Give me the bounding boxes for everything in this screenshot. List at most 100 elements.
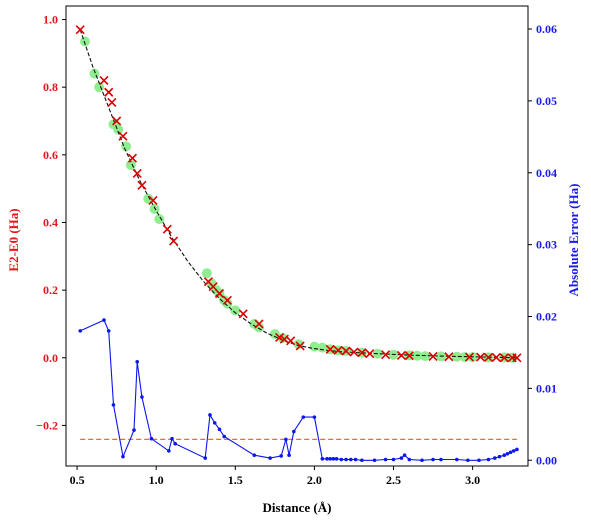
absolute-error-point (325, 457, 329, 461)
x-tick-label: 2.5 (386, 473, 401, 487)
x-axis-title: Distance (Å) (263, 500, 332, 515)
absolute-error-point (252, 453, 257, 458)
absolute-error-point (455, 457, 459, 462)
absolute-error-point (212, 421, 217, 425)
absolute-error-point (331, 457, 336, 461)
absolute-error-point (431, 457, 435, 462)
absolute-error-point (391, 457, 396, 462)
green-marker (269, 329, 280, 340)
green-marker (201, 268, 212, 279)
absolute-error-point (222, 434, 227, 439)
red-x-marker (75, 25, 85, 35)
green-marker (143, 193, 154, 204)
green-marker (121, 141, 132, 152)
y-right-tick-label: 0.05 (536, 94, 557, 108)
absolute-error-point (407, 457, 412, 462)
absolute-error-point (78, 329, 83, 333)
red-x-marker (286, 336, 296, 346)
green-marker (154, 214, 165, 225)
absolute-error-point (284, 437, 288, 442)
absolute-error-point (111, 403, 116, 407)
green-marker (79, 36, 90, 47)
x-tick-label: 0.5 (70, 473, 85, 487)
red-x-marker (428, 351, 438, 361)
absolute-error-point (505, 451, 510, 456)
absolute-error-point (466, 458, 470, 463)
absolute-error-point (121, 454, 125, 459)
y-right-tick-label: 0.01 (536, 381, 557, 395)
absolute-error-point (360, 458, 364, 463)
red-x-marker (381, 350, 391, 360)
red-x-marker (464, 352, 475, 362)
red-x-marker (99, 75, 109, 85)
y-right-tick-label: 0.02 (536, 310, 557, 324)
green-marker (317, 342, 328, 353)
absolute-error-point (140, 395, 144, 399)
absolute-error-point (420, 458, 424, 463)
red-x-marker (341, 346, 351, 356)
red-x-marker (491, 352, 501, 362)
y-left-tick-label: 0.0 (43, 351, 58, 365)
y-left-tick-label: 0.2 (43, 283, 58, 297)
x-tick-label: 1.0 (149, 473, 164, 487)
red-x-marker (396, 350, 406, 360)
green-marker (230, 305, 241, 316)
absolute-error-point (102, 318, 106, 322)
absolute-error-point (439, 457, 443, 462)
red-x-marker (137, 180, 147, 190)
red-x-marker (357, 348, 367, 358)
y-right-tick-label: 0.03 (536, 238, 557, 252)
y-right-tick-label: 0.06 (536, 22, 557, 36)
red-x-marker (107, 97, 117, 107)
absolute-error-point (502, 453, 507, 458)
absolute-error-point (348, 457, 353, 462)
red-x-marker (444, 352, 454, 362)
absolute-error-point (287, 453, 291, 458)
absolute-error-point (292, 429, 296, 434)
red-x-marker (279, 334, 289, 344)
absolute-error-point (173, 441, 177, 446)
y-left-tick-label: 0.8 (43, 80, 58, 94)
red-x-marker (112, 116, 122, 126)
absolute-error-point (353, 457, 358, 462)
absolute-error-point (515, 447, 519, 452)
red-x-marker (325, 344, 335, 354)
y-right-tick-label: 0.04 (536, 166, 557, 180)
absolute-error-point (312, 415, 317, 419)
absolute-error-point (344, 457, 348, 462)
absolute-error-point (106, 329, 111, 333)
absolute-error-point (208, 413, 212, 417)
absolute-error-point (135, 359, 139, 364)
x-tick-label: 2.0 (307, 473, 322, 487)
absolute-error-point (301, 415, 306, 419)
absolute-error-point (328, 457, 333, 461)
red-x-marker (365, 349, 375, 359)
absolute-error-point (149, 436, 154, 441)
absolute-error-point (508, 450, 513, 455)
absolute-error-point (492, 456, 497, 460)
red-x-marker (238, 309, 248, 319)
y-axis-left-title: E2-E0 (Ha) (6, 208, 21, 271)
red-x-marker (404, 351, 414, 361)
absolute-error-point (402, 453, 407, 458)
red-x-marker (118, 131, 128, 141)
absolute-error-point (339, 457, 344, 462)
red-x-marker (214, 288, 225, 299)
absolute-error-point (372, 458, 377, 463)
red-x-marker (132, 168, 142, 178)
absolute-error-point (279, 454, 283, 458)
x-tick-label: 3.0 (465, 473, 480, 487)
y-left-tick-label: −0.2 (36, 418, 58, 432)
red-x-marker (169, 236, 179, 246)
y-left-tick-label: 0.4 (43, 215, 58, 229)
red-x-marker (162, 224, 172, 234)
red-x-marker (333, 345, 343, 355)
absolute-error-point (497, 454, 502, 459)
absolute-error-point (167, 449, 171, 453)
absolute-error-point (511, 449, 516, 453)
absolute-error-point (268, 456, 272, 460)
red-x-marker (499, 353, 509, 363)
absolute-error-point (399, 456, 404, 460)
